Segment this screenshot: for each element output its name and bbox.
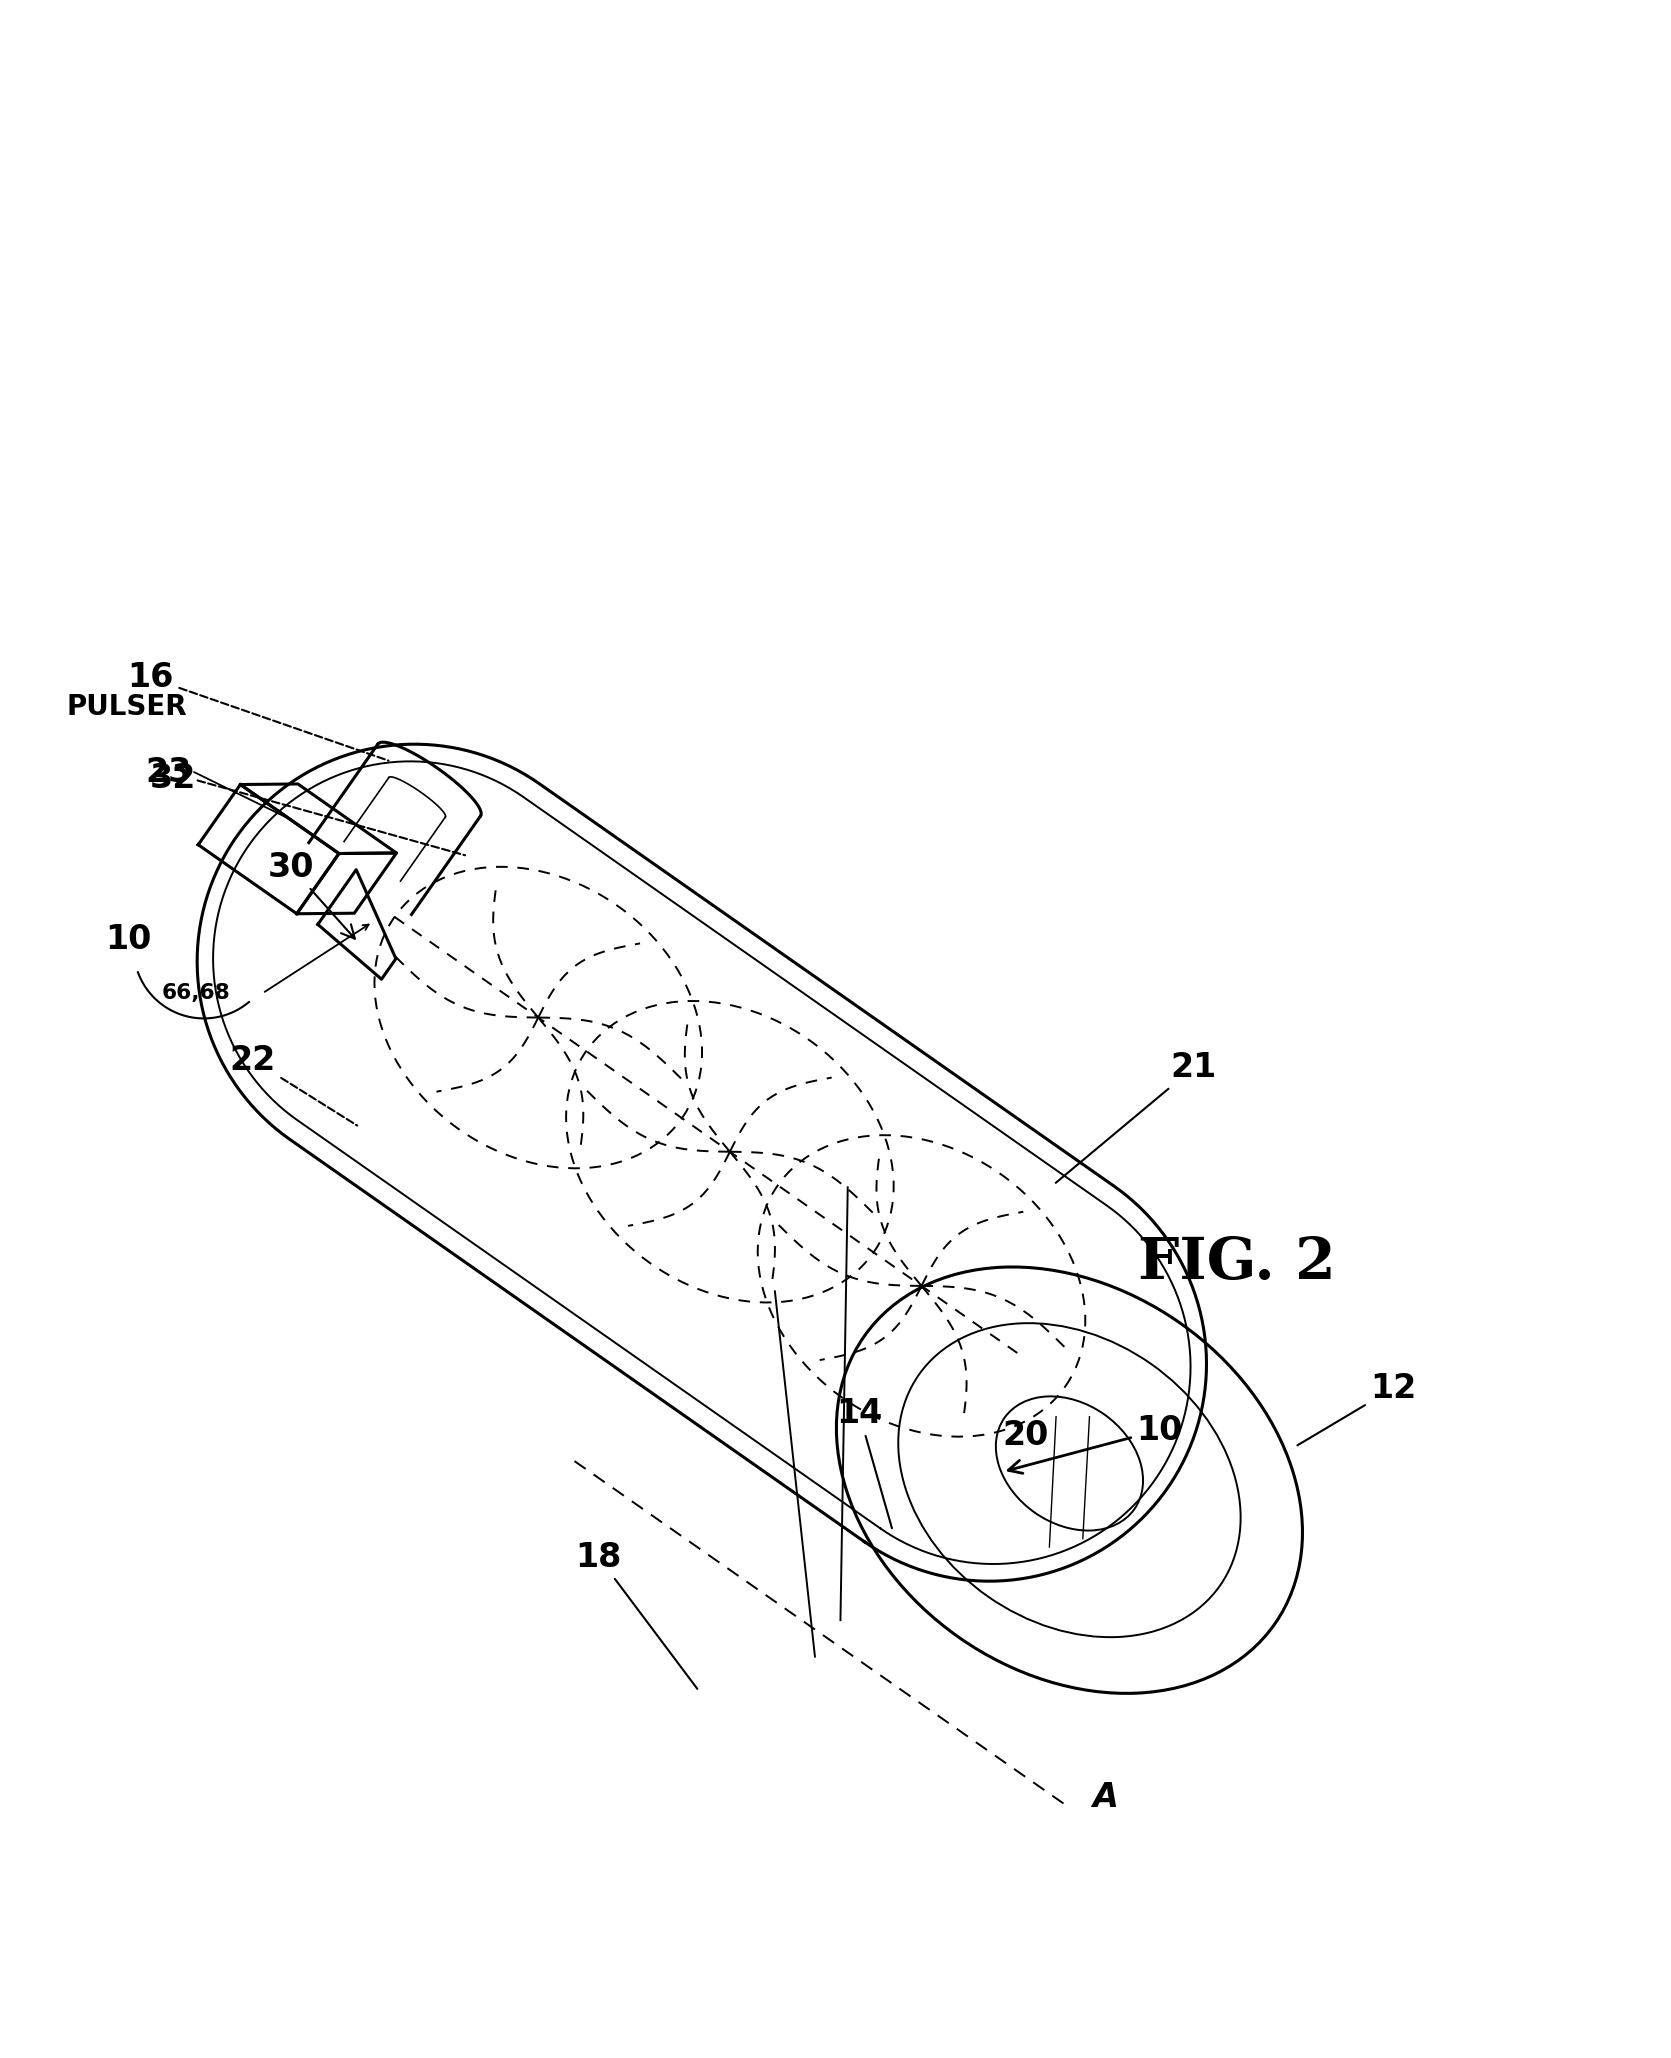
Text: 22: 22	[231, 1043, 358, 1126]
Text: PULSER: PULSER	[67, 694, 187, 720]
Text: 16: 16	[127, 661, 388, 761]
Text: 30: 30	[267, 852, 354, 938]
Text: 32: 32	[150, 761, 196, 796]
Text: A: A	[1093, 1782, 1118, 1815]
Text: 12: 12	[1297, 1373, 1417, 1445]
Text: 10: 10	[105, 924, 152, 957]
Text: FIG. 2: FIG. 2	[1138, 1235, 1335, 1290]
Text: 23: 23	[145, 755, 465, 856]
Text: 18: 18	[575, 1541, 697, 1690]
Text: 21: 21	[1056, 1052, 1216, 1183]
Text: 20: 20	[1003, 1420, 1049, 1453]
Text: 10: 10	[1008, 1414, 1183, 1474]
Text: 66,68: 66,68	[160, 984, 231, 1004]
Text: 14: 14	[836, 1397, 892, 1529]
